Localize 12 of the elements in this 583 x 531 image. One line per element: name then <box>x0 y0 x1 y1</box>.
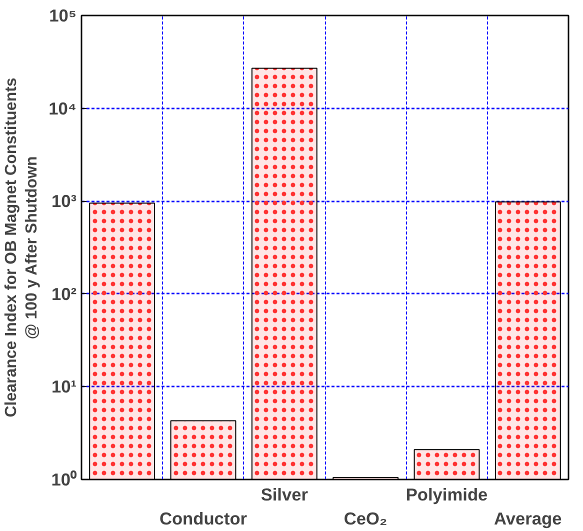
x-tick-label: Conductor <box>159 508 248 528</box>
y-tick-label: 10⁵ <box>49 6 77 26</box>
y-tick-label: 10⁰ <box>51 470 78 490</box>
y-tick-label: 10¹ <box>51 376 77 397</box>
y-tick-label: 10⁴ <box>48 98 77 118</box>
y-tick-label: 10² <box>51 284 77 304</box>
y-tick-label: 10³ <box>51 191 77 212</box>
x-tick-label: Silver <box>260 484 308 504</box>
y-axis-title: Clearance Index for OB Magnet Constituents @ 100 y After Shutdown <box>3 78 41 418</box>
x-tick-label: Polyimide <box>406 484 488 504</box>
x-tick-label: CeO₂ <box>344 508 388 528</box>
x-tick-label: Average <box>494 508 562 528</box>
